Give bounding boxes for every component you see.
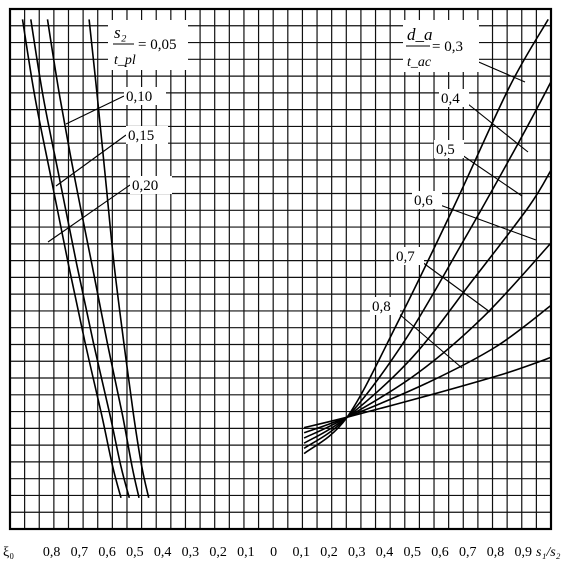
right-curve-label-5: 0,8 [372,299,391,315]
right-curve-label-2: 0,5 [436,142,455,158]
right-leader-3 [439,204,537,241]
x-tick-label: 0 [270,545,277,560]
right-curve-4 [303,304,552,434]
right-curve-label-3: 0,6 [414,193,433,209]
left-label-bg-2 [126,126,168,144]
x-tick-label: 0,5 [126,545,144,560]
x-tick-label: 0,6 [431,545,449,560]
left-label-bg-1 [124,87,166,105]
x-axis: ξ₀ s₁/s₂ 0,8 0,7 0,6 0,5 0,4 0,3 0,2 0,1 0 0,1 0,2… [3,545,561,560]
label-leaders [47,59,537,369]
left-curve-1 [30,19,131,499]
right-leader-4 [421,261,491,313]
x-tick-label: 0,9 [515,545,533,560]
right-leader-0 [473,59,526,83]
x-tick-label: 0,1 [237,545,255,560]
right-legend-numerator: d_a [407,25,433,44]
left-legend-bg [108,20,188,70]
left-label-bg-3 [130,176,172,194]
right-leader-2 [461,154,523,197]
right-label-bg-5 [370,297,400,315]
left-leader-3 [47,184,131,243]
right-curve-0 [303,19,549,455]
left-curve-label-1: 0,10 [126,89,152,105]
right-legend-value: = 0,3 [432,39,463,55]
right-label-bg-3 [412,191,442,209]
right-curve-label-4: 0,7 [396,249,415,265]
x-tick-label: 0,1 [293,545,311,560]
plot-frame [8,7,553,531]
x-tick-label: 0,5 [404,545,422,560]
left-leader-1 [65,95,125,125]
x-tick-label: 0,3 [348,545,366,560]
left-legend-denominator: t_pl [114,53,136,68]
right-leader-1 [467,103,529,153]
x-tick-label: 0,8 [43,545,61,560]
left-curve-label-3: 0,20 [132,178,158,194]
left-curve-3 [88,19,150,498]
right-curve-1 [303,81,552,450]
grid [10,9,551,529]
x-tick-label: 0,2 [320,545,338,560]
right-legend: d_a t_ac = 0,3 [403,20,479,72]
x-tick-label: 0,7 [459,545,477,560]
curve-labels: 0,10 0,15 0,20 0,4 0,5 0,6 0,7 0,8 [124,87,469,315]
curves [21,19,552,499]
right-leader-5 [397,312,463,369]
left-curve-label-2: 0,15 [128,128,154,144]
right-label-bg-4 [394,247,424,265]
right-curve-3 [303,242,552,439]
right-label-bg-1 [439,89,469,107]
x-axis-right-label: s₁/s₂ [536,545,561,560]
right-legend-denominator: t_ac [407,55,432,70]
x-tick-label: 0,4 [376,545,394,560]
right-label-bg-2 [434,140,464,158]
x-tick-label: 0,4 [154,545,172,560]
right-curve-2 [303,169,552,444]
left-legend-value: = 0,05 [138,37,176,53]
x-tick-label: 0,6 [98,545,116,560]
left-curve-0 [21,19,122,499]
x-tick-label: 0,8 [487,545,505,560]
left-legend: s₂ t_pl = 0,05 [108,20,188,70]
x-tick-label: 0,2 [209,545,227,560]
left-legend-numerator: s₂ [114,23,127,42]
left-leader-2 [55,134,127,187]
right-curve-label-1: 0,4 [441,91,460,107]
x-tick-label: 0,3 [182,545,200,560]
left-curve-2 [46,19,140,498]
right-curve-5 [303,356,552,429]
x-tick-label: 0,7 [71,545,89,560]
x-axis-left-symbol: ξ₀ [3,545,14,560]
